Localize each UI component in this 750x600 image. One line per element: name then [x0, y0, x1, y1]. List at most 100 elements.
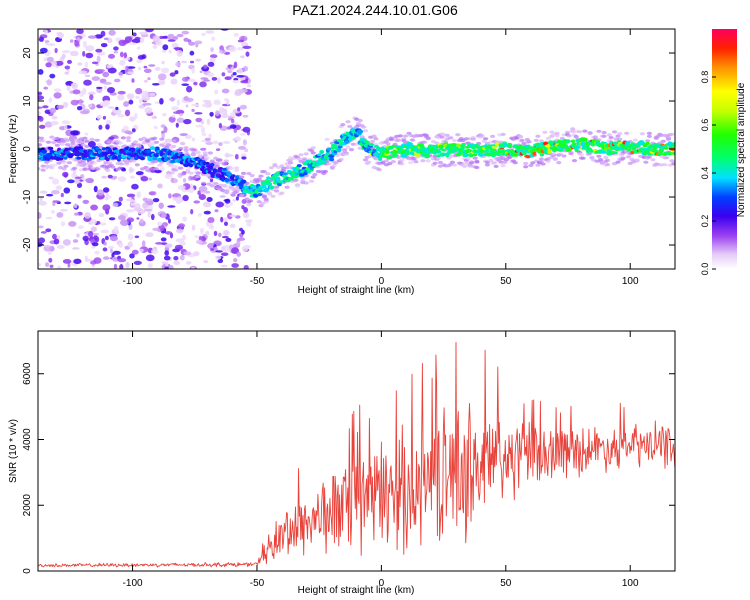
spectrogram-noise-cell	[95, 48, 103, 53]
spectrogram-noise-cell	[93, 257, 102, 264]
spectrogram-halo-cell	[49, 166, 55, 170]
spectrogram-halo-cell	[38, 167, 41, 171]
spectrogram-noise-cell	[113, 46, 119, 51]
spectrogram-noise-cell	[236, 251, 241, 257]
spectrogram-noise-cell	[152, 198, 160, 203]
spectrogram-noise-cell	[70, 83, 76, 88]
spectrogram-noise-cell	[140, 176, 149, 182]
spectrogram-halo-cell	[126, 136, 132, 140]
spectrogram-halo-cell	[213, 181, 219, 185]
spectrogram-noise-cell	[43, 139, 47, 143]
spectrogram-noise-cell	[87, 91, 96, 96]
spectrogram-noise-cell	[89, 94, 94, 101]
spectrogram-noise-cell	[176, 33, 184, 38]
spectrogram-halo-cell	[301, 158, 308, 162]
spectrogram-noise-cell	[125, 261, 130, 268]
spectrogram-halo-cell	[342, 148, 348, 152]
spectrogram-halo-cell	[650, 158, 656, 162]
spectrogram-halo-cell	[261, 170, 267, 174]
spectrogram-noise-cell	[207, 242, 216, 250]
spectrogram-ridge-cell	[574, 148, 579, 152]
spectrogram-ridge-cell	[83, 157, 90, 161]
spectrogram-halo-cell	[665, 137, 672, 141]
spectrogram-noise-cell	[151, 115, 158, 120]
spectrogram-noise-cell	[169, 265, 174, 269]
spectrogram-ridge-cell	[625, 141, 631, 145]
spectrogram-noise-cell	[61, 50, 71, 54]
spectrogram-noise-cell	[129, 116, 136, 122]
spectrogram-ridge-cell	[424, 154, 430, 159]
spectrogram-halo-cell	[338, 157, 344, 162]
spectrogram-halo-cell	[566, 134, 572, 138]
spectrogram-halo-cell	[545, 159, 551, 163]
spectrogram-noise-cell	[176, 50, 183, 57]
spectrogram-noise-cell	[121, 168, 126, 172]
spectrogram-noise-cell	[133, 260, 142, 265]
spectrogram-noise-cell	[195, 43, 199, 48]
spectrogram-noise-cell	[87, 35, 97, 39]
spectrogram-ridge-cell	[571, 142, 577, 146]
spectrogram-halo-cell	[333, 161, 339, 165]
spectrogram-noise-cell	[99, 101, 106, 107]
spectrogram-noise-cell	[134, 112, 138, 120]
spectrogram-noise-cell	[183, 118, 192, 125]
spectrogram-noise-cell	[164, 250, 169, 256]
spectrogram-noise-cell	[195, 58, 202, 62]
spectrogram-noise-cell	[197, 190, 201, 196]
snr-frame	[37, 330, 676, 572]
colorbar: 0.0 0.2 0.4 0.6 0.8 Normalized spectral ampl…	[700, 29, 747, 275]
spectrogram-noise-cell	[186, 85, 193, 93]
spectrogram-halo-cell	[202, 153, 208, 157]
spectrogram-halo-cell	[554, 134, 560, 138]
spectrogram-noise-cell	[38, 200, 47, 206]
spectrogram-noise-cell	[188, 41, 196, 46]
spectrogram-noise-cell	[107, 174, 113, 179]
spectrogram-noise-cell	[127, 71, 134, 75]
spectrogram-halo-cell	[38, 136, 45, 140]
spectrogram-noise-cell	[194, 112, 203, 115]
snr-y-tick-label: 4000	[22, 428, 33, 451]
spectrogram-noise-cell	[108, 29, 116, 36]
spectrogram-noise-cell	[85, 177, 94, 184]
spectrogram-noise-cell	[165, 261, 169, 267]
spectrogram-noise-cell	[201, 132, 207, 137]
spectrogram-noise-cell	[210, 47, 214, 52]
spectrogram-noise-cell	[136, 217, 140, 220]
spectrogram-halo-cell	[465, 157, 471, 161]
spectrogram-halo-cell	[662, 163, 668, 167]
spectrogram-halo-cell	[256, 177, 262, 181]
spectrogram-ridge-cell	[365, 140, 370, 145]
spectrogram-noise-cell	[130, 202, 137, 206]
spectrogram-noise-cell	[193, 81, 198, 86]
spectrogram-ridge-cell	[461, 142, 466, 146]
spectrogram-noise-cell	[112, 250, 121, 255]
spectrogram-noise-cell	[223, 230, 229, 236]
spectrogram-ridge-cell	[296, 164, 302, 168]
spectrogram-noise-cell	[241, 205, 245, 210]
spectrogram-noise-cell	[209, 222, 214, 229]
spectrogram-noise-cell	[210, 248, 215, 251]
spectrogram-halo-cell	[399, 158, 405, 162]
spectrogram-noise-cell	[84, 212, 91, 219]
spectrogram-noise-cell	[43, 86, 48, 90]
spectrogram-noise-cell	[142, 202, 149, 210]
spectrogram-noise-cell	[67, 179, 75, 184]
spectrogram-ridge-cell	[387, 155, 393, 160]
spectrogram-noise-cell	[59, 56, 65, 63]
spectrogram-halo-cell	[124, 160, 130, 164]
spectrogram-halo-cell	[390, 160, 396, 164]
spectrogram-halo-cell	[413, 160, 419, 164]
spectrogram-halo-cell	[669, 159, 675, 163]
spectrogram-noise-cell	[171, 106, 180, 111]
spectrogram-noise-cell	[50, 120, 59, 126]
spectrogram-noise-cell	[126, 93, 135, 100]
spectrogram-noise-cell	[182, 216, 188, 222]
spectrogram-halo-cell	[188, 171, 194, 175]
spectrogram-noise-cell	[46, 56, 54, 63]
spectrogram-halo-cell	[643, 160, 649, 164]
spectrogram-noise-cell	[214, 209, 219, 213]
spectrogram-noise-cell	[105, 124, 110, 130]
spectrogram-halo-cell	[571, 159, 578, 163]
spectrogram-ridge-cell	[539, 153, 545, 157]
spectrogram-halo-cell	[270, 194, 276, 198]
